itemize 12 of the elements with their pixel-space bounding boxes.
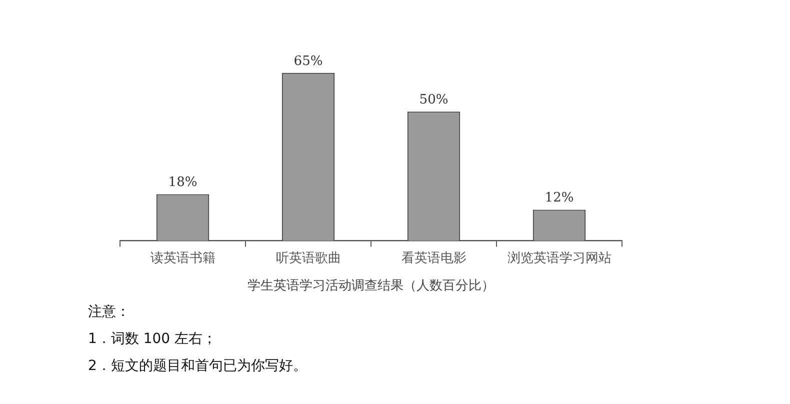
x-tick-label: 读英语书籍 [150, 250, 216, 266]
data-label: 65% [294, 54, 323, 69]
x-tick-label: 看英语电影 [401, 250, 466, 266]
text: 注意： [88, 303, 131, 322]
data-label: 18% [168, 175, 198, 190]
text: 2．短文的题目和首句已为你写好。 [88, 357, 307, 376]
x-axis-title: 学生英语学习活动调查结果（人数百分比） [248, 278, 494, 294]
x-tick-label: 浏览英语学习网站 [507, 250, 612, 266]
data-label: 50% [419, 92, 448, 108]
data-label: 12% [544, 190, 574, 206]
text: 1．词数 100 左右； [88, 330, 218, 349]
x-tick-label: 听英语歌曲 [276, 250, 341, 266]
